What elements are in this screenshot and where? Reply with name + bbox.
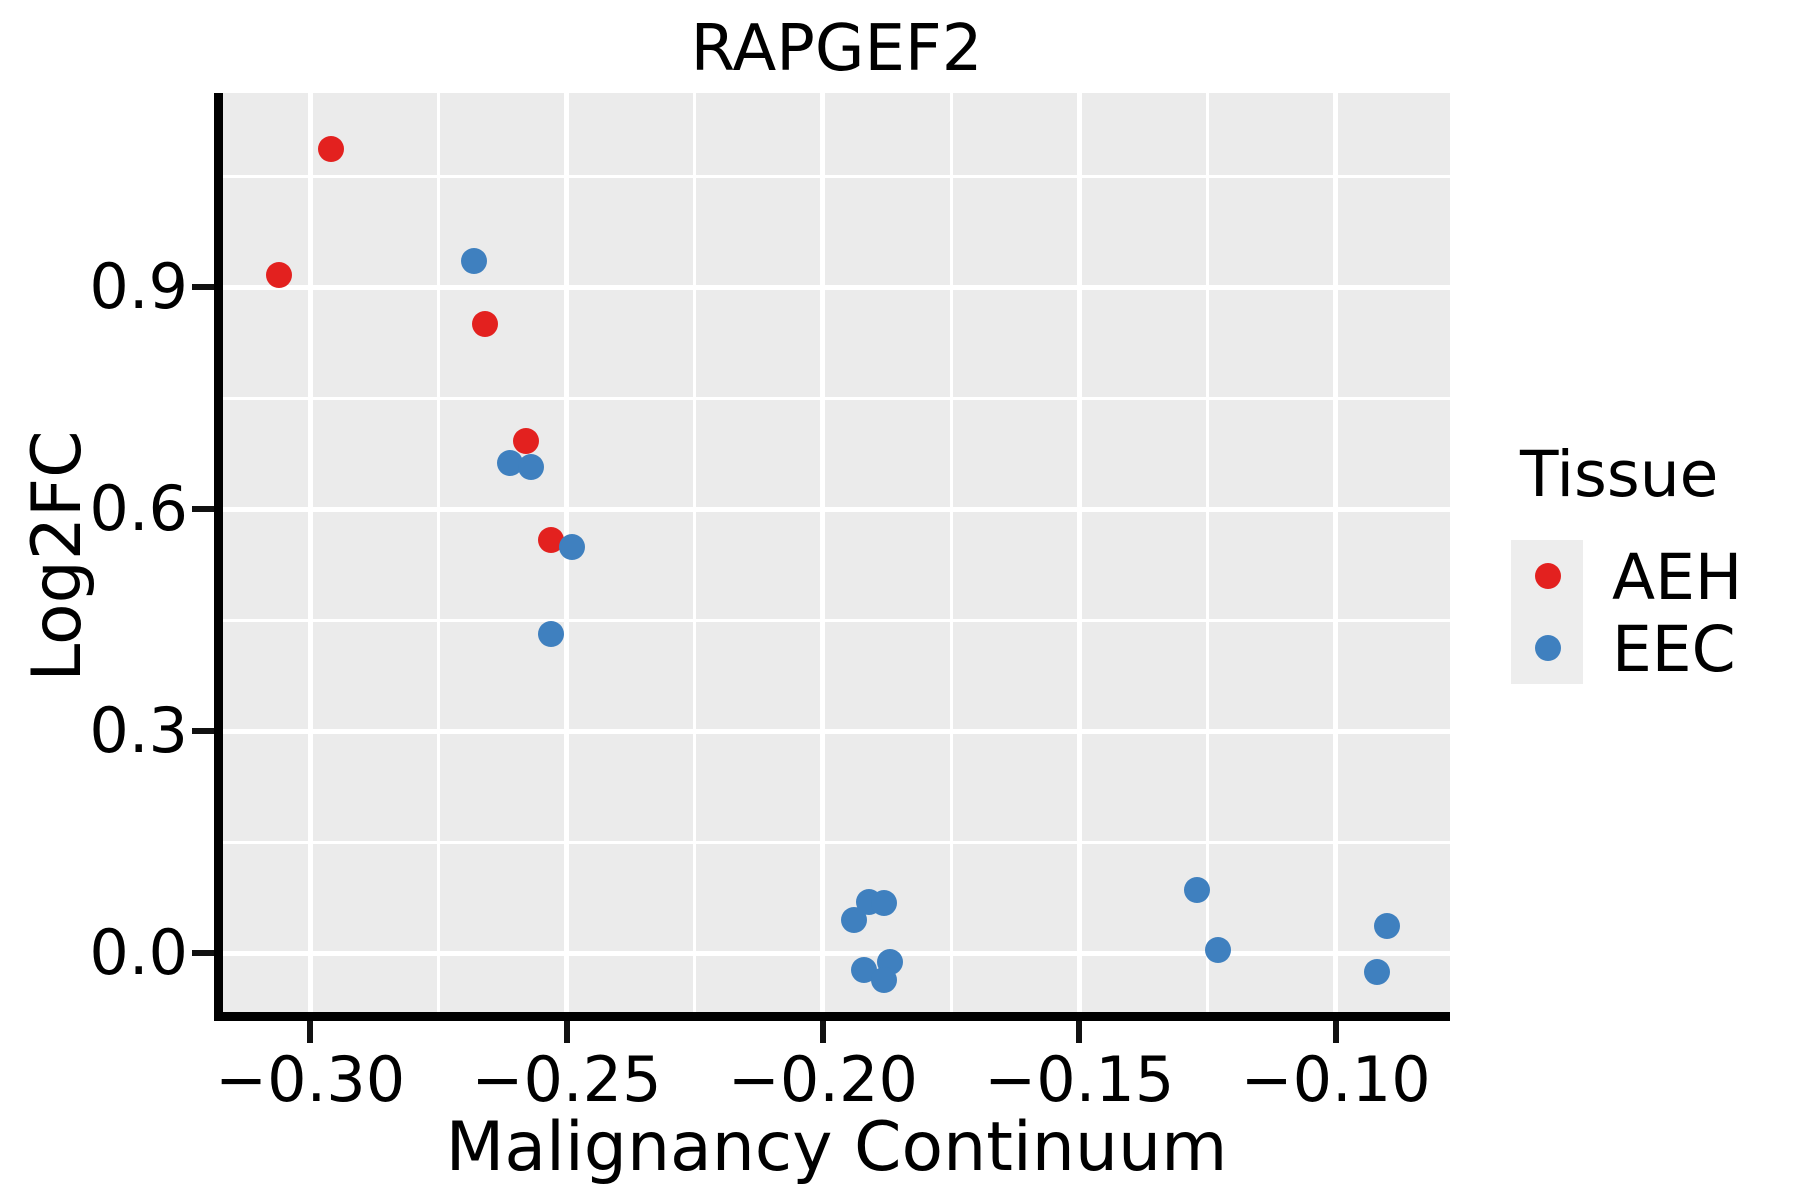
legend-title: Tissue	[1520, 438, 1719, 511]
x-major-gridline	[1333, 93, 1339, 1012]
y-tick-mark	[192, 728, 214, 735]
x-tick-mark	[563, 1021, 570, 1043]
data-point-aeh	[471, 311, 498, 338]
y-major-gridline	[223, 506, 1450, 512]
y-tick-mark	[192, 950, 214, 957]
x-major-gridline	[307, 93, 313, 1012]
y-minor-gridline	[223, 618, 1450, 622]
x-tick-mark	[819, 1021, 826, 1043]
x-tick-mark	[1332, 1021, 1339, 1043]
y-tick-label: 0.9	[89, 250, 188, 324]
data-point-eec	[1184, 877, 1211, 904]
y-axis-line	[214, 93, 223, 1021]
legend-aeh-dot-icon	[1535, 563, 1561, 589]
x-tick-label: −0.20	[727, 1043, 918, 1116]
x-tick-label: −0.15	[984, 1043, 1175, 1116]
y-tick-mark	[192, 506, 214, 513]
data-point-eec	[538, 621, 565, 648]
data-point-aeh	[266, 262, 293, 289]
y-major-gridline	[223, 728, 1450, 734]
x-tick-label: −0.30	[215, 1043, 406, 1116]
y-tick-label: 0.3	[89, 694, 188, 768]
x-major-gridline	[1076, 93, 1082, 1012]
x-tick-label: −0.10	[1240, 1043, 1431, 1116]
plot-panel	[223, 93, 1450, 1012]
data-point-eec	[558, 533, 585, 560]
y-minor-gridline	[223, 840, 1450, 844]
data-point-eec	[517, 453, 544, 480]
x-major-gridline	[820, 93, 826, 1012]
x-minor-gridline	[436, 93, 440, 1012]
x-minor-gridline	[949, 93, 953, 1012]
x-minor-gridline	[693, 93, 697, 1012]
y-tick-label: 0.0	[89, 916, 188, 990]
data-point-eec	[840, 906, 867, 933]
data-point-aeh	[317, 136, 344, 163]
x-minor-gridline	[1205, 93, 1209, 1012]
data-point-eec	[871, 889, 898, 916]
data-point-eec	[1363, 959, 1390, 986]
x-tick-mark	[307, 1021, 314, 1043]
legend-label-aeh: AEH	[1612, 541, 1743, 614]
legend-keybox	[1511, 540, 1583, 684]
x-tick-label: −0.25	[471, 1043, 662, 1116]
x-tick-mark	[1076, 1021, 1083, 1043]
y-axis-title: Log2FC	[18, 430, 97, 682]
legend-eec-dot-icon	[1535, 635, 1561, 661]
data-point-aeh	[512, 427, 539, 454]
x-axis-title: Malignancy Continuum	[445, 1108, 1228, 1187]
y-minor-gridline	[223, 396, 1450, 400]
legend-label-eec: EEC	[1612, 613, 1736, 686]
y-major-gridline	[223, 950, 1450, 956]
data-point-eec	[1373, 913, 1400, 940]
data-point-eec	[461, 248, 488, 275]
data-point-eec	[1204, 937, 1231, 964]
x-axis-line	[214, 1012, 1450, 1021]
y-minor-gridline	[223, 174, 1450, 178]
data-point-eec	[871, 966, 898, 993]
y-tick-mark	[192, 284, 214, 291]
chart-title: RAPGEF2	[690, 12, 983, 86]
y-major-gridline	[223, 284, 1450, 290]
y-tick-label: 0.6	[89, 472, 188, 546]
